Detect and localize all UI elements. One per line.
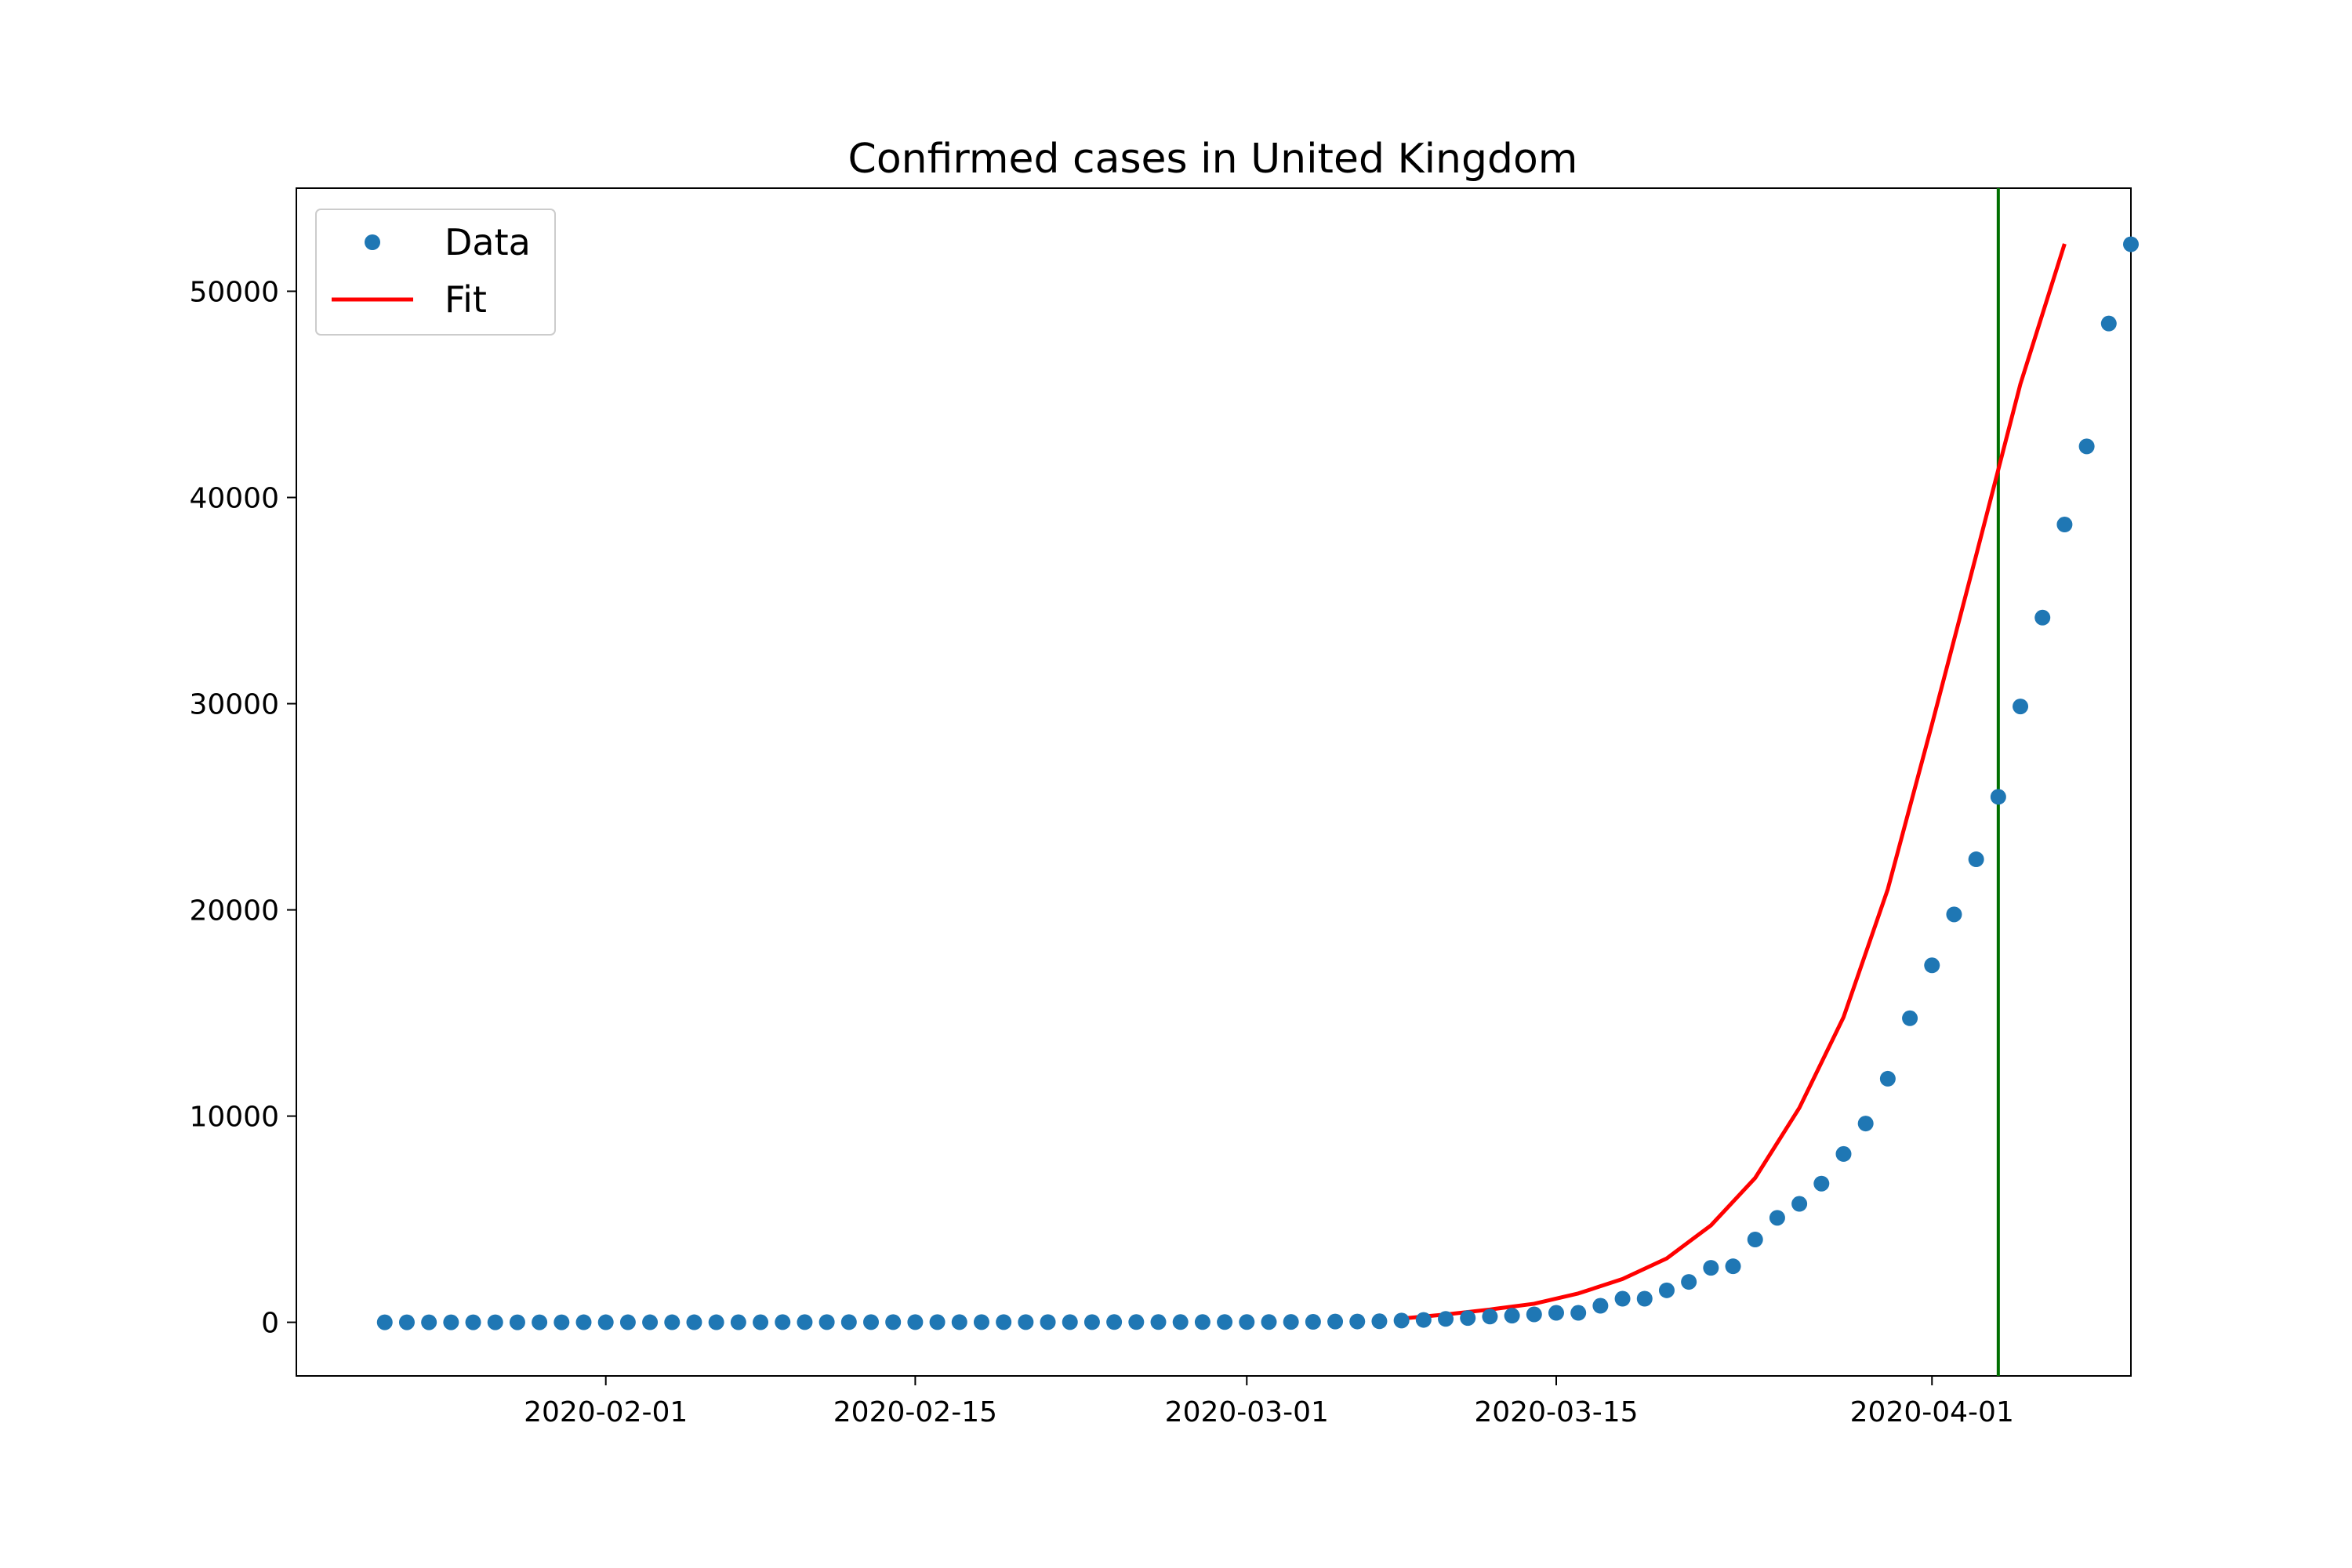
data-point: [929, 1314, 946, 1330]
data-point: [1327, 1313, 1344, 1330]
data-point: [376, 1314, 393, 1330]
data-point: [1835, 1145, 1852, 1162]
data-point: [1703, 1260, 1719, 1276]
data-point: [487, 1314, 503, 1330]
data-point: [1857, 1116, 1874, 1132]
data-point: [1548, 1305, 1564, 1321]
x-tick-label: 2020-02-01: [524, 1396, 688, 1428]
data-point: [1968, 851, 1984, 868]
data-point: [1460, 1310, 1476, 1327]
data-point: [797, 1314, 813, 1330]
data-point: [686, 1314, 702, 1330]
data-point: [1150, 1314, 1167, 1330]
legend-label-data: Data: [445, 221, 531, 263]
data-point: [1018, 1314, 1034, 1330]
data-point: [1924, 957, 1940, 974]
data-point: [840, 1314, 857, 1330]
data-point: [1614, 1290, 1631, 1307]
data-point: [708, 1314, 724, 1330]
data-point: [1504, 1308, 1520, 1324]
data-point: [1791, 1196, 1808, 1212]
data-point: [509, 1314, 525, 1330]
data-point: [1305, 1314, 1321, 1330]
data-point: [863, 1314, 880, 1330]
data-point: [398, 1314, 415, 1330]
data-point: [1769, 1210, 1785, 1226]
data-point: [532, 1314, 548, 1330]
data-point: [597, 1314, 614, 1330]
data-point: [1128, 1314, 1145, 1330]
data-point: [1239, 1314, 1255, 1330]
data-point: [2013, 699, 2029, 715]
data-point: [1813, 1175, 1830, 1192]
data-point: [1217, 1314, 1233, 1330]
data-point: [2123, 236, 2139, 252]
legend-data-marker: [365, 234, 380, 250]
data-point: [907, 1314, 924, 1330]
data-point: [1261, 1314, 1277, 1330]
data-point: [1438, 1311, 1454, 1327]
data-point: [1990, 789, 2006, 805]
data-point: [664, 1314, 681, 1330]
data-point: [465, 1314, 481, 1330]
data-point: [818, 1314, 835, 1330]
x-tick-label: 2020-03-01: [1165, 1396, 1329, 1428]
data-point: [1681, 1274, 1697, 1290]
data-point: [951, 1314, 967, 1330]
data-point: [1658, 1282, 1675, 1298]
data-point: [575, 1314, 592, 1330]
data-point: [2034, 609, 2051, 626]
data-point: [973, 1314, 989, 1330]
data-point: [730, 1314, 746, 1330]
data-point: [1592, 1298, 1609, 1314]
data-point: [1526, 1306, 1542, 1323]
y-tick-label: 10000: [189, 1102, 279, 1134]
fit-line: [1401, 243, 2067, 1321]
data-point: [1040, 1314, 1056, 1330]
data-point: [1349, 1313, 1366, 1330]
y-tick-label: 20000: [189, 895, 279, 927]
data-point: [1570, 1305, 1587, 1321]
data-point: [1725, 1258, 1741, 1275]
data-point: [642, 1314, 659, 1330]
data-point: [619, 1314, 636, 1330]
data-point: [1482, 1308, 1498, 1325]
data-point: [443, 1314, 459, 1330]
legend-label-fit: Fit: [445, 278, 487, 321]
data-point: [1946, 906, 1962, 923]
data-point: [1083, 1314, 1100, 1330]
y-tick-label: 30000: [189, 689, 279, 721]
data-point: [1393, 1312, 1410, 1329]
data-point: [1172, 1314, 1189, 1330]
data-point: [2056, 517, 2073, 533]
data-point: [1106, 1314, 1123, 1330]
data-point: [2100, 315, 2117, 332]
data-point: [421, 1314, 437, 1330]
data-point: [1194, 1314, 1210, 1330]
data-point: [1879, 1070, 1896, 1087]
data-point: [753, 1314, 769, 1330]
data-point: [1283, 1314, 1299, 1330]
x-tick-label: 2020-02-15: [833, 1396, 997, 1428]
x-tick-label: 2020-04-01: [1850, 1396, 2014, 1428]
data-point: [996, 1314, 1012, 1330]
data-point: [554, 1314, 570, 1330]
chart-title: Confirmed cases in United Kingdom: [848, 136, 1578, 183]
y-tick-label: 40000: [189, 483, 279, 515]
data-point: [2078, 438, 2095, 455]
data-point: [1062, 1314, 1078, 1330]
data-point: [775, 1314, 791, 1330]
data-point: [1415, 1312, 1432, 1328]
y-tick-label: 50000: [189, 277, 279, 309]
data-point: [1636, 1290, 1653, 1307]
data-point: [885, 1314, 902, 1330]
x-tick-label: 2020-03-15: [1474, 1396, 1638, 1428]
data-point: [1747, 1232, 1763, 1248]
data-point: [1902, 1010, 1918, 1026]
plot-frame: [296, 187, 2132, 1377]
data-point: [1371, 1313, 1388, 1330]
y-tick-label: 0: [261, 1308, 279, 1340]
